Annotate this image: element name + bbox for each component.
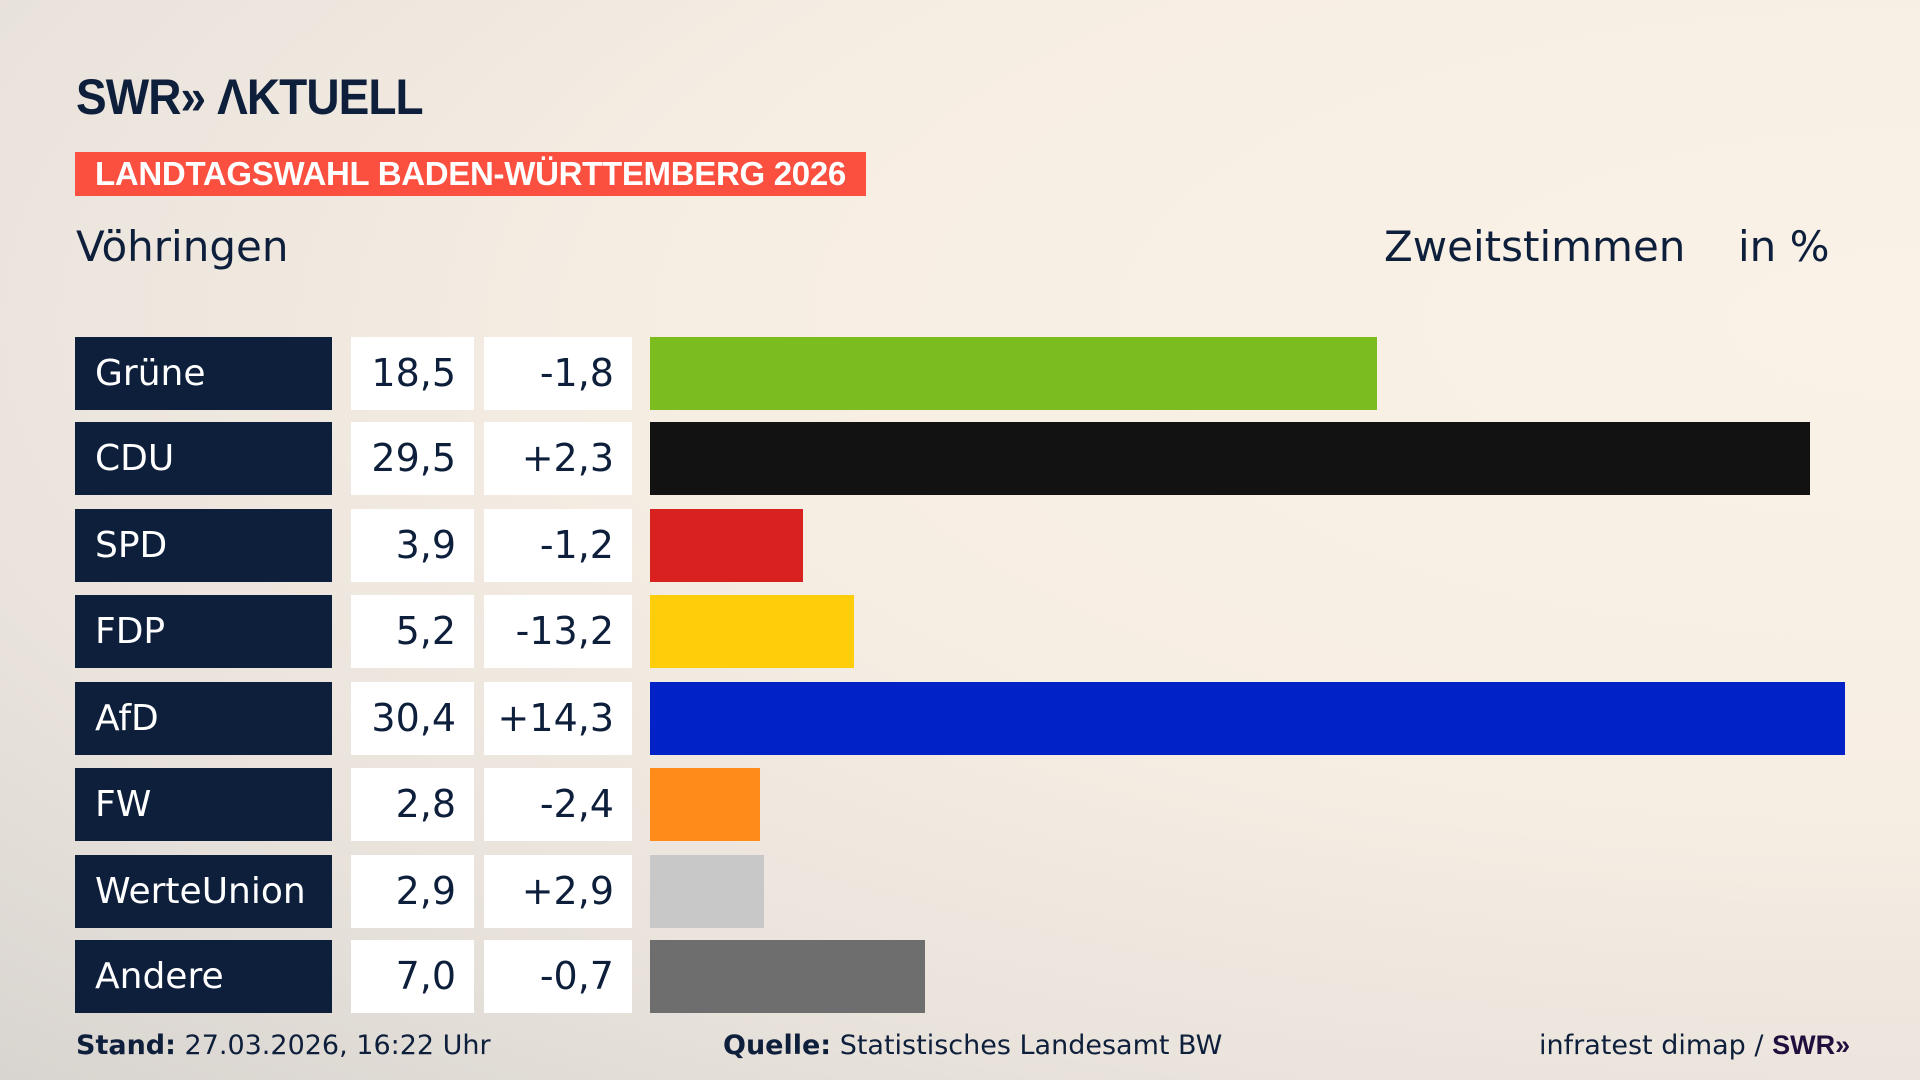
diff-label: +2,3	[484, 422, 632, 495]
value-label: 2,8	[351, 768, 474, 841]
result-row: SPD 3,9 -1,2	[0, 509, 1920, 582]
party-label: Andere	[75, 940, 332, 1013]
swr-aktuell-logo: SWR» ΛKTUELL	[76, 69, 424, 125]
value-label: 3,9	[351, 509, 474, 582]
diff-label: +2,9	[484, 855, 632, 928]
credit: infratest dimap / SWR»	[1539, 1030, 1850, 1061]
bar	[650, 940, 926, 1013]
swr-logo-small: SWR»	[1772, 1030, 1851, 1060]
party-label: WerteUnion	[75, 855, 332, 928]
diff-label: -2,4	[484, 768, 632, 841]
bar	[650, 855, 764, 928]
result-row: FW 2,8 -2,4	[0, 768, 1920, 841]
diff-label: -1,8	[484, 337, 632, 410]
source: Quelle: Statistisches Landesamt BW	[723, 1030, 1222, 1061]
source-label: Quelle:	[723, 1030, 832, 1061]
result-row: WerteUnion 2,9 +2,9	[0, 855, 1920, 928]
party-label: FDP	[75, 595, 332, 668]
bar	[650, 682, 1845, 755]
bar	[650, 337, 1378, 410]
bar	[650, 422, 1810, 495]
place-title: Vöhringen	[76, 222, 289, 271]
party-label: FW	[75, 768, 332, 841]
value-label: 5,2	[351, 595, 474, 668]
result-row: Andere 7,0 -0,7	[0, 940, 1920, 1013]
source-value: Statistisches Landesamt BW	[839, 1030, 1223, 1061]
stand-label: Stand:	[76, 1030, 176, 1061]
diff-label: -13,2	[484, 595, 632, 668]
result-row: CDU 29,5 +2,3	[0, 422, 1920, 495]
result-row: AfD 30,4 +14,3	[0, 682, 1920, 755]
vote-type-label: Zweitstimmen	[1384, 222, 1686, 271]
stand-value: 27.03.2026, 16:22 Uhr	[184, 1030, 491, 1061]
unit-label: in %	[1738, 222, 1830, 271]
timestamp: Stand: 27.03.2026, 16:22 Uhr	[76, 1030, 491, 1061]
bar	[650, 768, 761, 841]
value-label: 18,5	[351, 337, 474, 410]
diff-label: +14,3	[484, 682, 632, 755]
value-label: 29,5	[351, 422, 474, 495]
value-label: 30,4	[351, 682, 474, 755]
result-row: Grüne 18,5 -1,8	[0, 337, 1920, 410]
credit-text: infratest dimap /	[1539, 1030, 1764, 1061]
diff-label: -0,7	[484, 940, 632, 1013]
bar	[650, 595, 855, 668]
party-label: SPD	[75, 509, 332, 582]
party-label: AfD	[75, 682, 332, 755]
diff-label: -1,2	[484, 509, 632, 582]
value-label: 7,0	[351, 940, 474, 1013]
party-label: Grüne	[75, 337, 332, 410]
result-row: FDP 5,2 -13,2	[0, 595, 1920, 668]
value-label: 2,9	[351, 855, 474, 928]
bar	[650, 509, 804, 582]
party-label: CDU	[75, 422, 332, 495]
election-banner: LANDTAGSWAHL BADEN-WÜRTTEMBERG 2026	[75, 152, 866, 196]
